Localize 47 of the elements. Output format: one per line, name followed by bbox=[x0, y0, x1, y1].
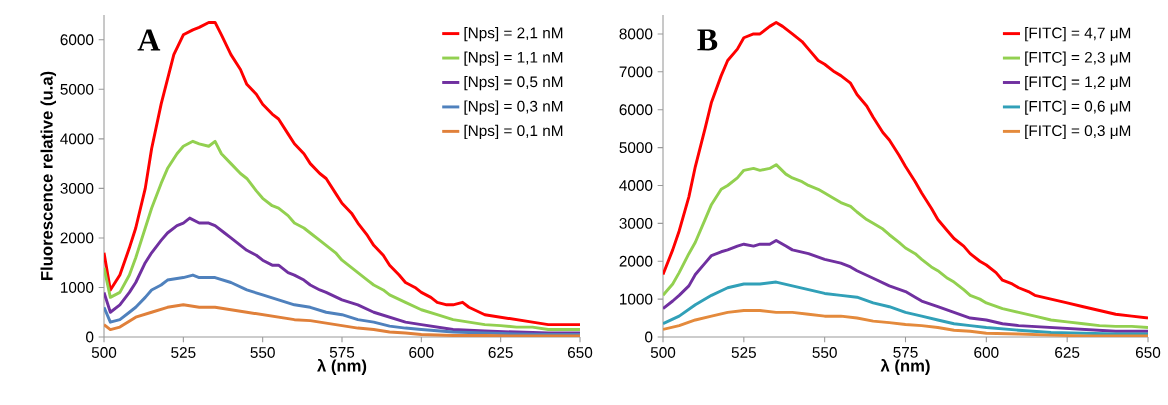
x-tick-label: 500 bbox=[650, 347, 676, 358]
x-tick-label: 550 bbox=[812, 347, 837, 358]
y-tick-label: 4000 bbox=[619, 180, 653, 191]
x-tick-label: 600 bbox=[409, 347, 434, 358]
y-tick-label: 3000 bbox=[60, 182, 94, 194]
y-tick-label: 0 bbox=[645, 331, 653, 343]
x-tick-label: 550 bbox=[250, 347, 275, 358]
annotation: A bbox=[137, 29, 161, 51]
legend-label: [Nps] = 0,5 nM bbox=[464, 75, 563, 91]
line-series bbox=[663, 21, 1148, 320]
legend-label: [FITC] = 0,3 μM bbox=[1025, 124, 1131, 140]
line-series bbox=[663, 163, 1148, 329]
x-tick-label: 525 bbox=[731, 347, 756, 358]
y-tick-label: 5000 bbox=[60, 83, 94, 95]
y-tick-label: 7000 bbox=[619, 66, 653, 78]
y-axis-title: Fluorescence relative (u.a) bbox=[40, 71, 57, 281]
x-axis-title: λ (nm) bbox=[880, 359, 930, 376]
x-tick-label: 575 bbox=[329, 347, 355, 358]
x-axis-title: λ (nm) bbox=[317, 359, 367, 376]
y-tick-label: 2000 bbox=[619, 255, 653, 267]
y-tick-label: 3000 bbox=[619, 217, 653, 229]
x-tick-label: 625 bbox=[488, 347, 513, 358]
annotation: B bbox=[697, 29, 718, 51]
y-tick-label: 1000 bbox=[620, 293, 653, 305]
y-tick-label: 1000 bbox=[61, 282, 94, 293]
y-tick-label: 5000 bbox=[619, 142, 653, 154]
x-tick-label: 650 bbox=[1135, 347, 1161, 358]
legend-label: [Nps] = 2,1 nM bbox=[464, 27, 563, 42]
legend-label: [FITC] = 2,3 μM bbox=[1025, 51, 1131, 66]
y-tick-label: 8000 bbox=[619, 28, 653, 40]
legend-label: [Nps] = 0,3 nM bbox=[464, 100, 563, 115]
x-tick-label: 575 bbox=[893, 347, 918, 358]
x-tick-label: 625 bbox=[1055, 347, 1080, 358]
x-tick-label: 525 bbox=[171, 347, 196, 358]
y-tick-label: 6000 bbox=[619, 104, 653, 116]
legend-label: [FITC] = 4,7 μM bbox=[1025, 27, 1131, 42]
y-tick-label: 4000 bbox=[60, 133, 94, 145]
y-tick-label: 2000 bbox=[60, 232, 94, 244]
legend-label: [FITC] = 1,2 μM bbox=[1025, 75, 1131, 91]
x-tick-label: 650 bbox=[567, 347, 593, 358]
x-tick-label: 600 bbox=[974, 347, 999, 358]
legend-label: [Nps] = 0,1 nM bbox=[464, 124, 563, 140]
legend-label: [Nps] = 1,1 nM bbox=[464, 51, 563, 66]
x-tick-label: 500 bbox=[91, 347, 117, 358]
legend-label: [FITC] = 0,6 μM bbox=[1025, 100, 1131, 115]
y-tick-label: 0 bbox=[86, 331, 94, 343]
y-tick-label: 6000 bbox=[60, 34, 94, 46]
